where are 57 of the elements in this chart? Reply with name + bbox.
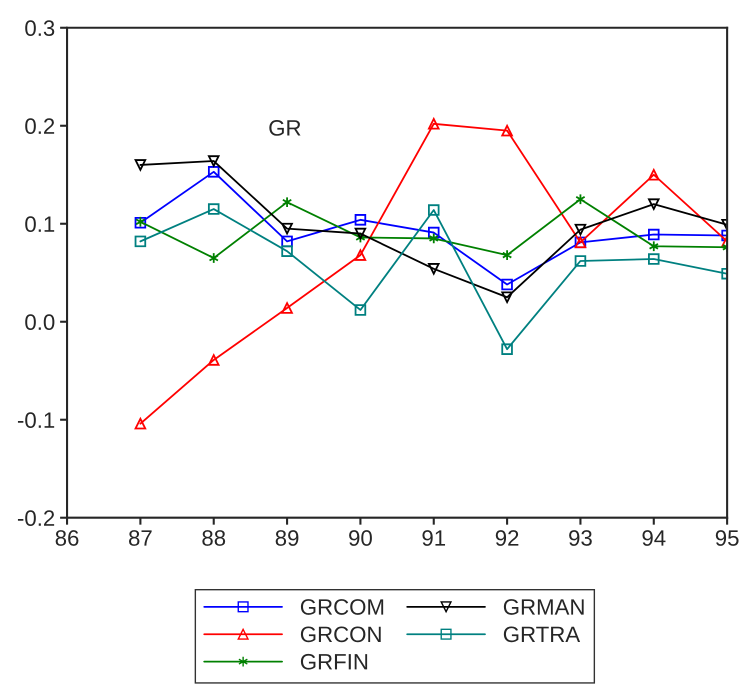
point (208, 354, 220, 366)
point (648, 253, 660, 265)
annotation: GR (269, 120, 301, 136)
point (354, 304, 366, 316)
y-tick-label: -0.2 (18, 510, 54, 526)
point (208, 252, 219, 264)
legend-label: GRCON (300, 626, 381, 642)
point (354, 228, 366, 240)
x-tick-label: 95 (716, 530, 739, 546)
point (574, 255, 586, 267)
y-tick-label: 0.1 (25, 216, 54, 232)
point (648, 240, 659, 252)
point (648, 228, 660, 240)
x-tick-label: 90 (349, 530, 372, 546)
legend-label: GRMAN (504, 599, 584, 615)
point (428, 226, 440, 238)
y-tick-label: 0.2 (25, 118, 54, 134)
point (428, 118, 440, 130)
legend-label: GRTRA (504, 626, 580, 642)
point (354, 249, 366, 261)
point (355, 232, 366, 244)
x-tick-label: 94 (642, 530, 666, 546)
point (134, 236, 146, 248)
y-tick-label: 0.3 (25, 20, 54, 36)
point (502, 249, 512, 261)
point (282, 196, 292, 208)
point (208, 155, 220, 167)
point (575, 193, 586, 206)
point (501, 124, 513, 136)
point (501, 278, 513, 290)
point (574, 224, 586, 236)
point (428, 263, 440, 275)
point (281, 222, 293, 234)
point (281, 302, 293, 314)
legend-label: GRFIN (300, 654, 368, 670)
y-tick-label: 0.0 (25, 314, 54, 330)
x-tick-label: 93 (569, 530, 592, 546)
legend-label: GRCOM (300, 599, 384, 615)
point (281, 245, 293, 257)
x-tick-label: 88 (202, 530, 226, 546)
point (501, 343, 513, 355)
point (134, 418, 146, 430)
x-tick-label: 91 (422, 530, 446, 546)
x-tick-label: 92 (496, 530, 518, 546)
point (648, 198, 660, 210)
x-tick-label: 87 (129, 530, 152, 546)
point (208, 203, 220, 215)
point (134, 159, 146, 171)
x-tick-label: 86 (56, 530, 78, 546)
point (354, 214, 366, 226)
point (428, 204, 440, 216)
point (648, 168, 660, 181)
point (208, 166, 220, 178)
point (428, 232, 439, 244)
point (501, 291, 513, 304)
x-tick-label: 89 (276, 530, 298, 546)
y-tick-label: -0.1 (18, 412, 54, 428)
